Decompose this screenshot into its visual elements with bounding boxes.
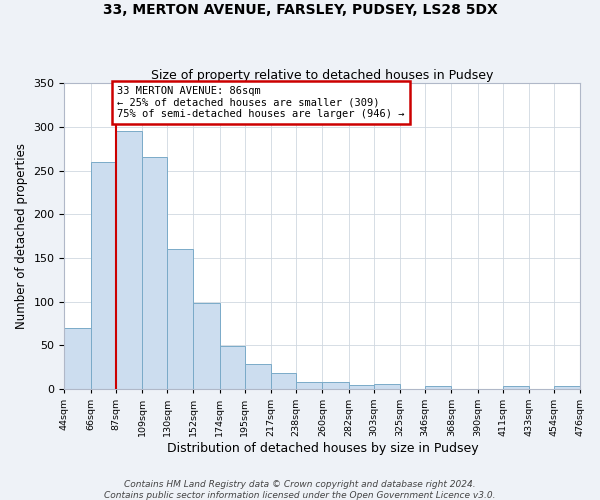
Bar (322, 382, 349, 389)
Text: Contains HM Land Registry data © Crown copyright and database right 2024.
Contai: Contains HM Land Registry data © Crown c… (104, 480, 496, 500)
Bar (349, 384, 374, 389)
Bar (554, 386, 580, 389)
Title: Size of property relative to detached houses in Pudsey: Size of property relative to detached ho… (151, 69, 494, 82)
Bar (167, 249, 193, 389)
Bar (220, 346, 245, 389)
Bar (64, 328, 91, 389)
Bar (142, 158, 167, 389)
Text: 33 MERTON AVENUE: 86sqm
← 25% of detached houses are smaller (309)
75% of semi-d: 33 MERTON AVENUE: 86sqm ← 25% of detache… (117, 86, 404, 119)
Y-axis label: Number of detached properties: Number of detached properties (15, 143, 28, 329)
Text: 33, MERTON AVENUE, FARSLEY, PUDSEY, LS28 5DX: 33, MERTON AVENUE, FARSLEY, PUDSEY, LS28… (103, 2, 497, 16)
Bar (91, 162, 116, 389)
Bar (503, 386, 529, 389)
X-axis label: Distribution of detached houses by size in Pudsey: Distribution of detached houses by size … (167, 442, 478, 455)
Bar (374, 384, 400, 389)
Bar (425, 386, 451, 389)
Bar (116, 131, 142, 389)
Bar (296, 382, 322, 389)
Bar (271, 373, 296, 389)
Bar (193, 304, 220, 389)
Bar (245, 364, 271, 389)
